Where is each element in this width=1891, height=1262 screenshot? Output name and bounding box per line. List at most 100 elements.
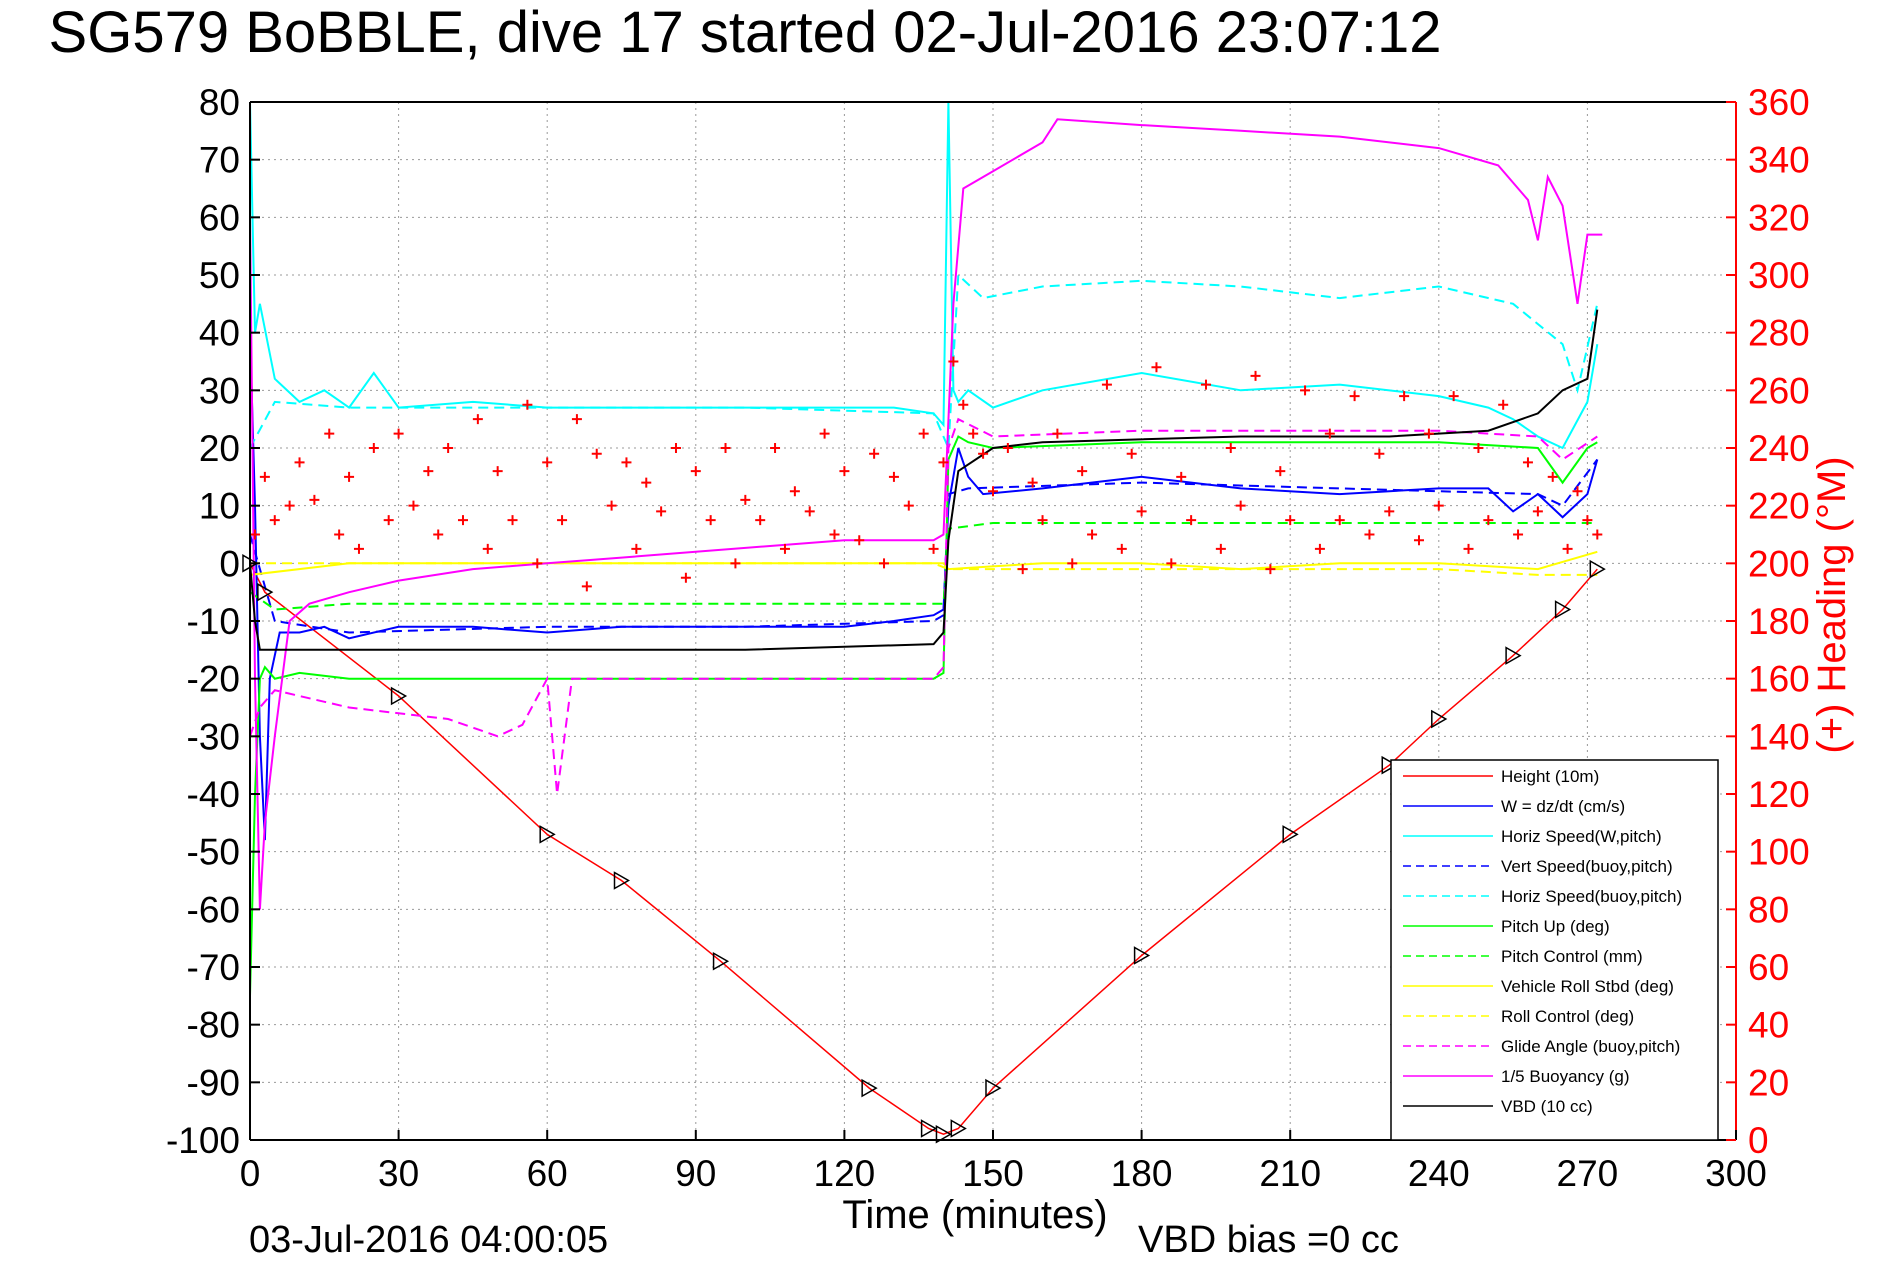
footer-timestamp: 03-Jul-2016 04:00:05 [249, 1219, 608, 1261]
heading-marker [249, 529, 260, 540]
x-tick-label: 180 [1111, 1153, 1173, 1194]
legend: Height (10m) W = dz/dt (cm/s) Horiz Speed(… [1390, 759, 1719, 1141]
heading-marker [958, 399, 969, 410]
heading-marker [433, 529, 444, 540]
heading-marker [1235, 500, 1246, 511]
height-marker [1505, 646, 1522, 665]
y2-axis-label: (+) Heading (°M) [1810, 456, 1854, 753]
heading-marker [1067, 558, 1078, 569]
heading-marker [1265, 564, 1276, 575]
series-line-11 [249, 309, 1599, 651]
y-tick-label: -50 [187, 832, 240, 873]
legend-entry: VBD (10 cc) [1501, 1097, 1593, 1116]
heading-marker [755, 515, 766, 526]
heading-marker [423, 466, 434, 477]
heading-marker [839, 466, 850, 477]
footer-vbd-bias: VBD bias =0 cc [1138, 1219, 1399, 1261]
heading-marker [1186, 515, 1197, 526]
heading-marker [829, 529, 840, 540]
series-line-3 [249, 458, 1599, 634]
heading-marker [1334, 515, 1345, 526]
series-line-2 [249, 101, 1599, 450]
heading-marker [740, 494, 751, 505]
heading-marker [1399, 391, 1410, 402]
x-tick-label: 240 [1408, 1153, 1470, 1194]
heading-marker [918, 428, 929, 439]
height-marker [539, 825, 556, 844]
y-tick-labels: 80 70 60 50 40 30 20 10 0 -10 -20 -30 -40 -50 -60 -70 -8… [166, 82, 260, 1161]
heading-marker [1215, 543, 1226, 554]
heading-marker [368, 443, 379, 453]
heading-marker [1364, 529, 1375, 540]
heading-marker [284, 500, 295, 511]
x-tick-label: 210 [1259, 1153, 1321, 1194]
y-tick-label: -90 [187, 1062, 240, 1103]
x-tick-label: 60 [527, 1153, 568, 1194]
legend-entry: Glide Angle (buoy,pitch) [1501, 1037, 1680, 1056]
heading-marker [670, 443, 681, 453]
heading-marker [344, 471, 355, 482]
y-tick-label: 20 [199, 428, 240, 469]
heading-marker [1027, 477, 1038, 488]
heading-marker [1423, 428, 1434, 439]
heading-marker [988, 486, 998, 497]
height-marker [950, 1119, 967, 1138]
heading-marker [1176, 471, 1187, 482]
heading-marker [1314, 543, 1325, 554]
series-line-5 [249, 435, 1598, 996]
height-marker [257, 582, 274, 602]
heading-marker [353, 543, 364, 554]
heading-marker [1562, 543, 1573, 554]
series-line-8 [250, 562, 1598, 576]
x-tick-label: 150 [962, 1153, 1024, 1194]
height-marker [1589, 559, 1606, 579]
heading-marker [770, 443, 781, 453]
heading-marker [1052, 428, 1063, 439]
heading-marker [631, 543, 642, 554]
heading-marker [789, 486, 800, 497]
heading-marker [869, 448, 880, 459]
heading-marker [1250, 370, 1261, 381]
y2-tick-labels: 3603403203002802602402202001801601401201… [1726, 82, 1810, 1161]
x-tick-labels: 0 30 60 90 120 150 180 210 240 270 300 [240, 1130, 1767, 1194]
y-tick-label: -60 [187, 889, 240, 930]
y-tick-label: -40 [187, 774, 240, 815]
heading-marker [779, 543, 790, 554]
y-tick-label: 0 [219, 543, 240, 584]
heading-marker [1136, 506, 1147, 517]
heading-marker [557, 515, 568, 526]
height-marker [1282, 825, 1299, 844]
y2-tick-label: 120 [1748, 774, 1810, 815]
x-axis-label: Time (minutes) [842, 1193, 1107, 1237]
heading-marker [507, 515, 518, 526]
x-tick-label: 30 [378, 1153, 419, 1194]
y-tick-label: -100 [166, 1120, 240, 1161]
heading-marker [1285, 515, 1296, 526]
y2-tick-label: 260 [1748, 370, 1810, 411]
x-tick-label: 300 [1705, 1153, 1767, 1194]
y2-tick-label: 360 [1748, 82, 1810, 123]
heading-marker [1151, 362, 1162, 373]
heading-marker [804, 506, 815, 517]
legend-entry: Horiz Speed(buoy,pitch) [1501, 887, 1682, 906]
heading-marker [948, 356, 959, 367]
legend-entry: Roll Control (deg) [1501, 1007, 1634, 1026]
heading-marker [591, 448, 602, 459]
heading-marker [492, 466, 503, 477]
y2-tick-label: 40 [1748, 1005, 1789, 1046]
heading-marker [641, 477, 652, 488]
heading-marker [571, 414, 582, 425]
height-marker [935, 1124, 952, 1144]
heading-marker [978, 448, 989, 459]
heading-marker [1384, 506, 1395, 517]
series-line-4 [249, 272, 1599, 449]
heading-marker [581, 581, 592, 592]
heading-marker [324, 428, 335, 439]
y2-tick-label: 80 [1748, 889, 1789, 930]
heading-marker [1522, 457, 1533, 468]
legend-entry: Height (10m) [1501, 767, 1599, 786]
heading-marker [705, 515, 716, 526]
heading-marker [1532, 506, 1543, 517]
heading-marker [532, 558, 543, 569]
